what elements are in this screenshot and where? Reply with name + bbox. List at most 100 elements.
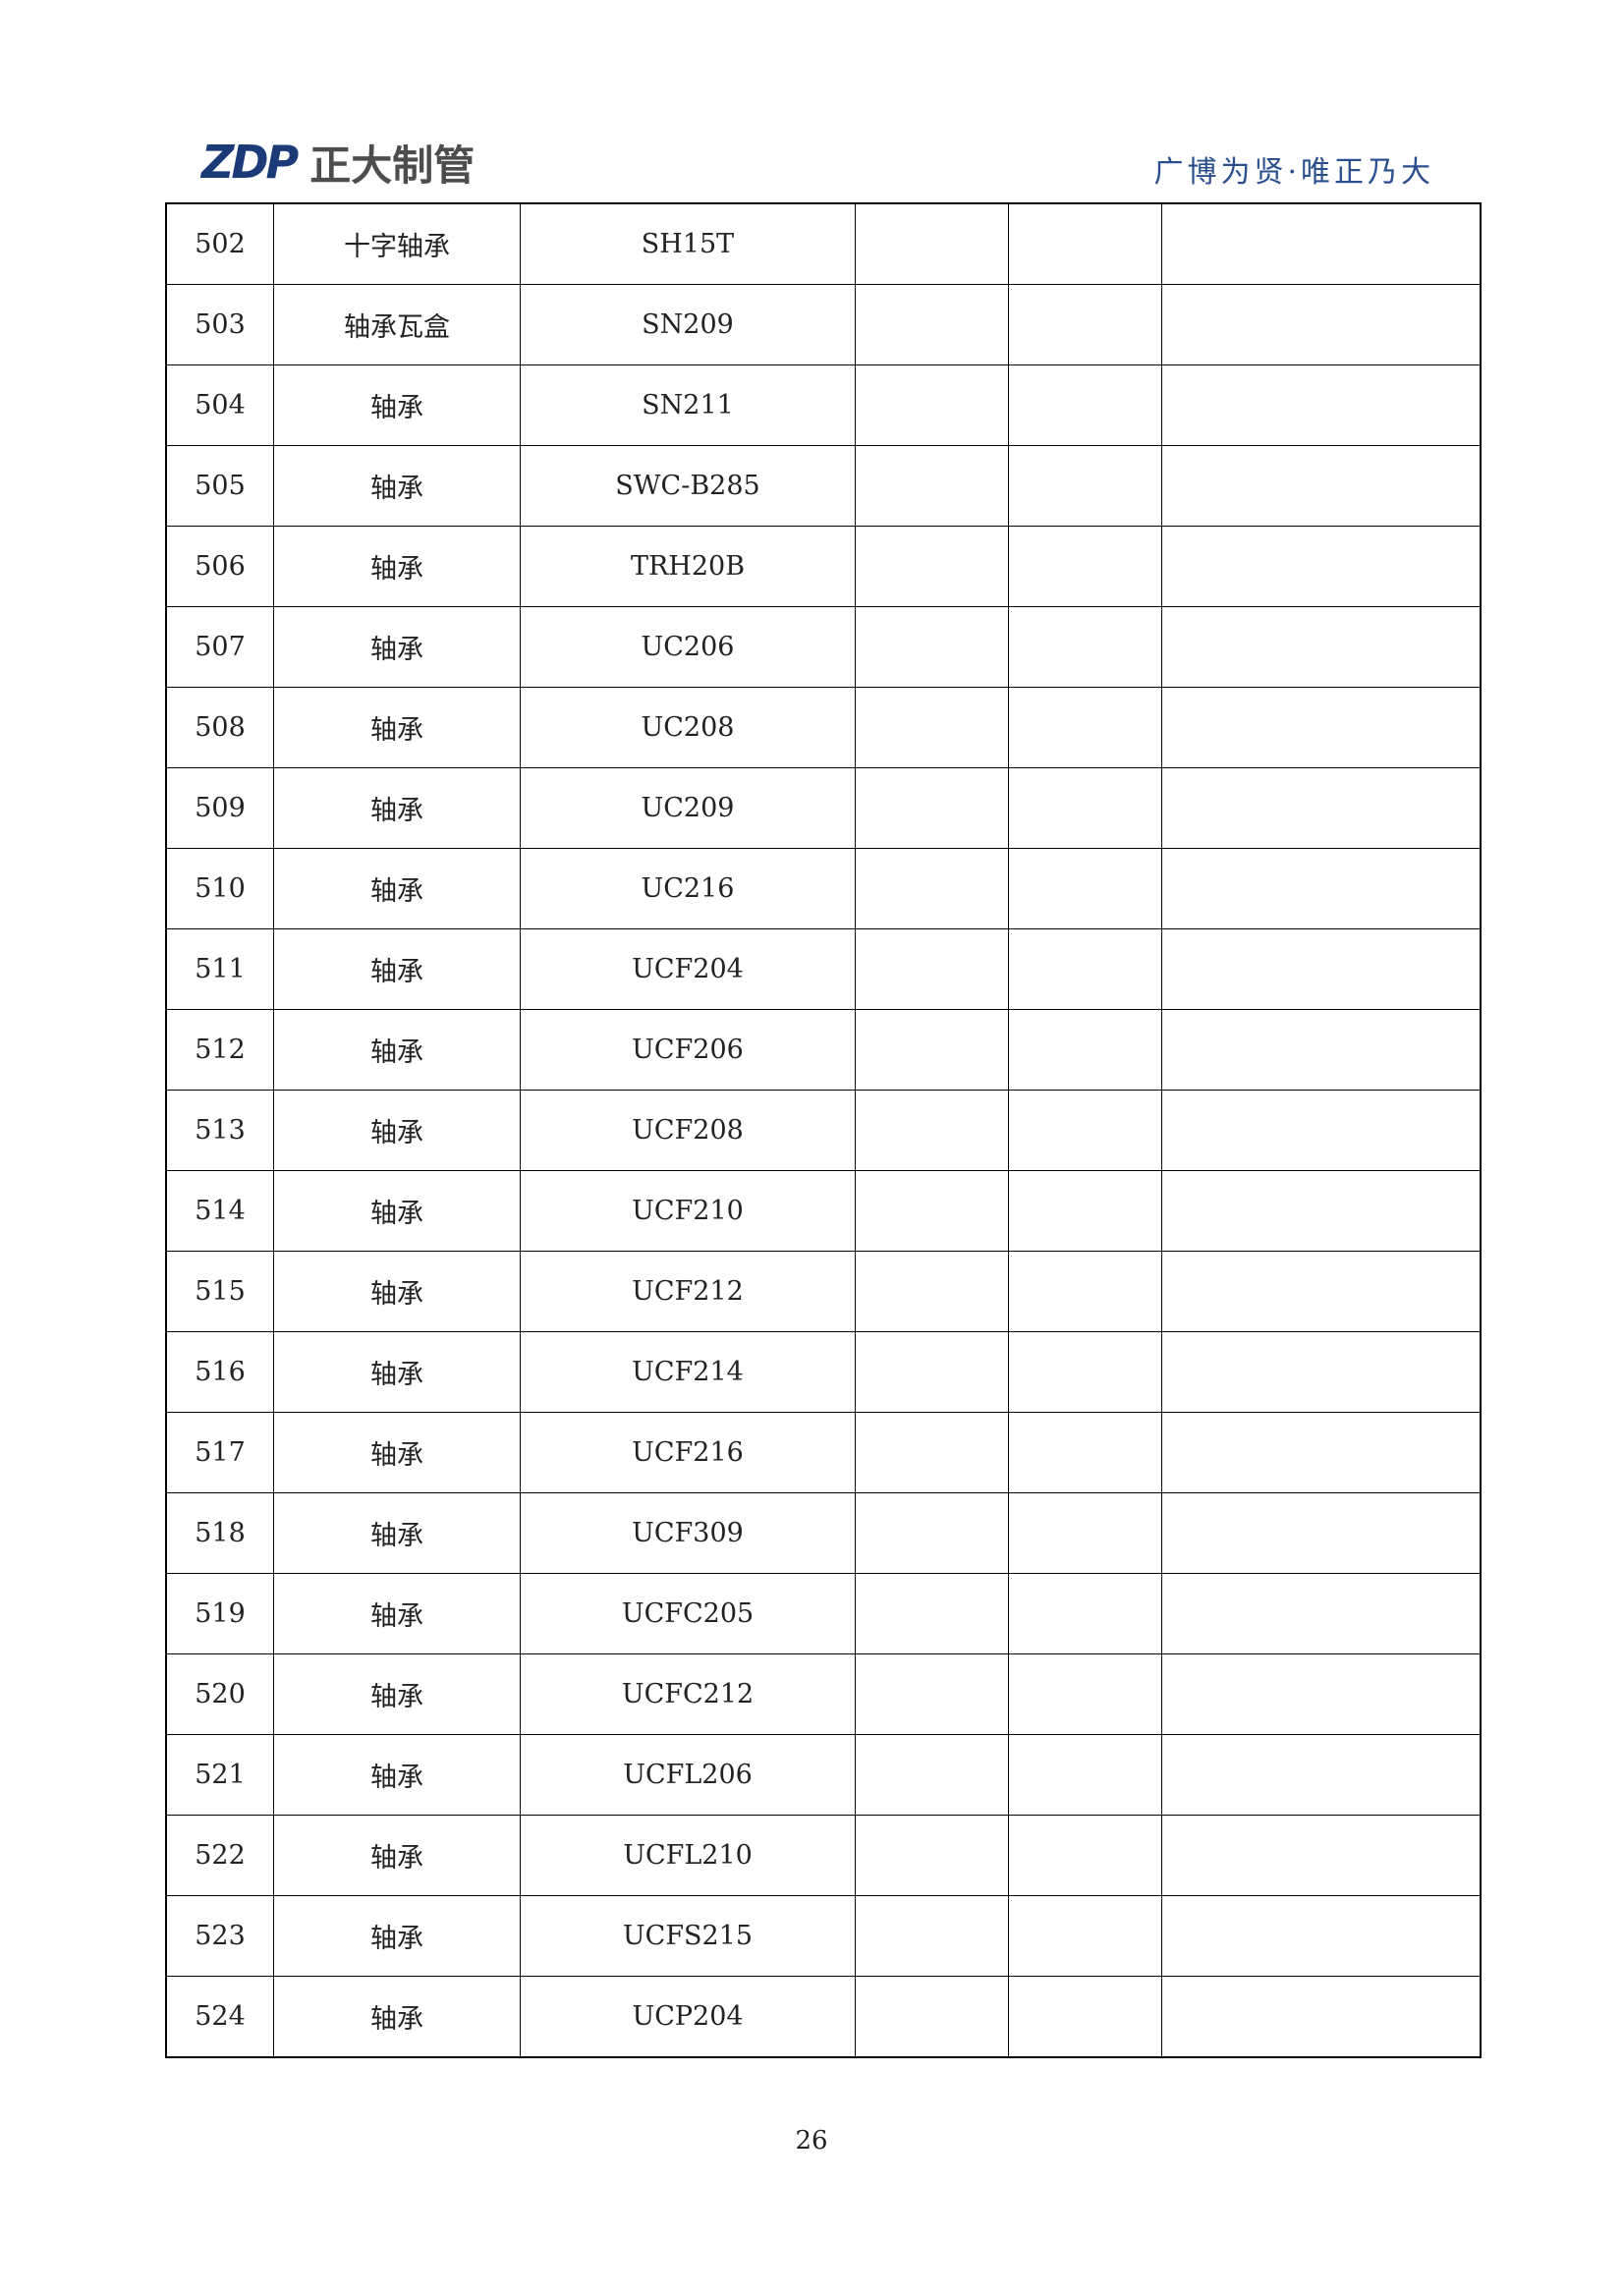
empty-cell <box>1008 526 1162 607</box>
table-row: 505 轴承 SWC-B285 <box>165 445 1482 527</box>
empty-cell <box>855 687 1009 768</box>
part-model: UC208 <box>520 687 856 768</box>
part-model: UCP204 <box>520 1976 856 2058</box>
row-number: 502 <box>165 202 274 285</box>
empty-cell <box>1161 1815 1482 1896</box>
part-model: UCFL210 <box>520 1815 856 1896</box>
part-model: SN211 <box>520 364 856 446</box>
part-name: 轴承 <box>273 1976 521 2058</box>
row-number: 509 <box>165 767 274 849</box>
part-model: UCF212 <box>520 1251 856 1332</box>
part-model: UCFC205 <box>520 1573 856 1654</box>
row-number: 508 <box>165 687 274 768</box>
row-number: 511 <box>165 928 274 1010</box>
table-row: 519 轴承 UCFC205 <box>165 1573 1482 1654</box>
row-number: 516 <box>165 1331 274 1413</box>
row-number: 515 <box>165 1251 274 1332</box>
empty-cell <box>855 1412 1009 1493</box>
part-model: UCF214 <box>520 1331 856 1413</box>
empty-cell <box>1161 687 1482 768</box>
row-number: 514 <box>165 1170 274 1252</box>
empty-cell <box>855 445 1009 527</box>
part-model: UC206 <box>520 606 856 688</box>
empty-cell <box>855 202 1009 285</box>
empty-cell <box>855 1090 1009 1171</box>
empty-cell <box>855 928 1009 1010</box>
table-row: 502 十字轴承 SH15T <box>165 202 1482 285</box>
table-row: 521 轴承 UCFL206 <box>165 1734 1482 1816</box>
empty-cell <box>1008 767 1162 849</box>
empty-cell <box>1161 848 1482 929</box>
part-name: 轴承 <box>273 687 521 768</box>
part-name: 轴承 <box>273 1573 521 1654</box>
logo-mark: ZDP <box>201 136 299 189</box>
part-model: SWC-B285 <box>520 445 856 527</box>
empty-cell <box>1161 364 1482 446</box>
row-number: 519 <box>165 1573 274 1654</box>
table-row: 517 轴承 UCF216 <box>165 1412 1482 1493</box>
empty-cell <box>1161 928 1482 1010</box>
empty-cell <box>855 1895 1009 1977</box>
part-model: UCF204 <box>520 928 856 1010</box>
empty-cell <box>1161 1573 1482 1654</box>
empty-cell <box>855 1009 1009 1091</box>
part-model: UC209 <box>520 767 856 849</box>
empty-cell <box>855 1734 1009 1816</box>
part-name: 十字轴承 <box>273 202 521 285</box>
empty-cell <box>1161 526 1482 607</box>
table-row: 508 轴承 UC208 <box>165 687 1482 768</box>
row-number: 520 <box>165 1653 274 1735</box>
part-model: SN209 <box>520 284 856 365</box>
row-number: 504 <box>165 364 274 446</box>
part-name: 轴承 <box>273 1492 521 1574</box>
row-number: 523 <box>165 1895 274 1977</box>
empty-cell <box>1008 1815 1162 1896</box>
empty-cell <box>1161 1009 1482 1091</box>
row-number: 503 <box>165 284 274 365</box>
part-name: 轴承 <box>273 1331 521 1413</box>
empty-cell <box>1161 606 1482 688</box>
part-name: 轴承 <box>273 526 521 607</box>
empty-cell <box>1008 445 1162 527</box>
part-name: 轴承 <box>273 848 521 929</box>
part-name: 轴承 <box>273 445 521 527</box>
part-model: UCFL206 <box>520 1734 856 1816</box>
part-model: UCFC212 <box>520 1653 856 1735</box>
part-name: 轴承 <box>273 928 521 1010</box>
empty-cell <box>855 848 1009 929</box>
empty-cell <box>855 1492 1009 1574</box>
row-number: 507 <box>165 606 274 688</box>
table-row: 503 轴承瓦盒 SN209 <box>165 284 1482 365</box>
empty-cell <box>1008 1653 1162 1735</box>
row-number: 512 <box>165 1009 274 1091</box>
part-name: 轴承 <box>273 1653 521 1735</box>
table-row: 520 轴承 UCFC212 <box>165 1653 1482 1735</box>
empty-cell <box>1008 848 1162 929</box>
row-number: 524 <box>165 1976 274 2058</box>
tagline: 广博为贤·唯正乃大 <box>1153 155 1434 190</box>
empty-cell <box>1161 445 1482 527</box>
part-model: TRH20B <box>520 526 856 607</box>
empty-cell <box>855 1653 1009 1735</box>
table-row: 507 轴承 UC206 <box>165 606 1482 688</box>
part-name: 轴承 <box>273 606 521 688</box>
empty-cell <box>1008 1895 1162 1977</box>
empty-cell <box>855 1251 1009 1332</box>
row-number: 521 <box>165 1734 274 1816</box>
part-model: UC216 <box>520 848 856 929</box>
empty-cell <box>1008 284 1162 365</box>
table-row: 515 轴承 UCF212 <box>165 1251 1482 1332</box>
empty-cell <box>1161 1734 1482 1816</box>
row-number: 510 <box>165 848 274 929</box>
part-model: UCFS215 <box>520 1895 856 1977</box>
company-logo: ZDP 正大制管 <box>201 136 475 190</box>
part-name: 轴承瓦盒 <box>273 284 521 365</box>
row-number: 505 <box>165 445 274 527</box>
empty-cell <box>855 1815 1009 1896</box>
empty-cell <box>1008 1492 1162 1574</box>
empty-cell <box>855 767 1009 849</box>
part-name: 轴承 <box>273 767 521 849</box>
part-name: 轴承 <box>273 1009 521 1091</box>
table-row: 510 轴承 UC216 <box>165 848 1482 929</box>
empty-cell <box>855 1170 1009 1252</box>
